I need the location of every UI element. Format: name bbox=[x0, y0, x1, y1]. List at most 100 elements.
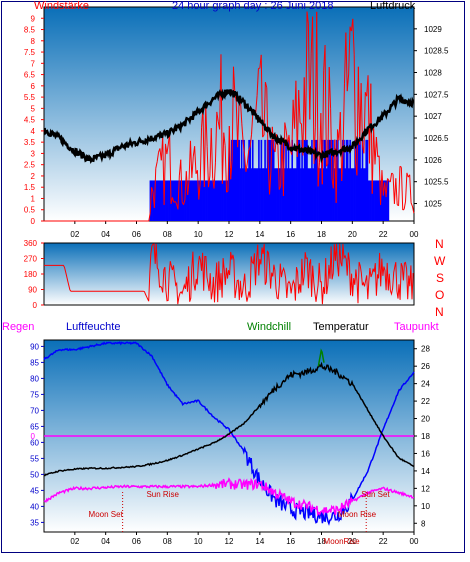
wind-line-segment bbox=[405, 172, 408, 202]
humidity-tick-label: 70 bbox=[30, 406, 39, 415]
wind-line-segment bbox=[345, 32, 348, 92]
wind-line-segment bbox=[213, 162, 216, 189]
x3-tick-label: 20 bbox=[348, 537, 357, 546]
luftfeuchte-label: Luftfeuchte bbox=[66, 321, 121, 333]
pressure-tick-label: 1028.5 bbox=[424, 47, 449, 56]
dir-label-o: O bbox=[435, 288, 445, 302]
direction-tick-label: 360 bbox=[24, 239, 38, 248]
wind-line-segment bbox=[171, 197, 175, 203]
wind-line-segment bbox=[389, 172, 393, 183]
wind-line-segment bbox=[381, 170, 384, 196]
wind-line-segment bbox=[242, 142, 246, 156]
dir-label-s: S bbox=[436, 271, 445, 285]
wind-line-segment bbox=[191, 156, 194, 178]
wind-line-segment bbox=[411, 206, 415, 214]
regen-label: Regen bbox=[2, 321, 35, 333]
wind-line-segment bbox=[399, 165, 402, 168]
wind-line-segment bbox=[207, 175, 211, 188]
direction-tick-label: 0 bbox=[33, 301, 38, 310]
wind-line-segment bbox=[183, 199, 186, 205]
wind-line-segment bbox=[398, 166, 401, 206]
temperatur-label: Temperatur bbox=[313, 321, 369, 333]
x3-tick-label: 14 bbox=[255, 537, 264, 546]
wind-line-segment bbox=[205, 104, 208, 147]
wind-line-segment bbox=[305, 11, 308, 141]
wind-tick-label: 4 bbox=[31, 127, 36, 136]
outer-frame bbox=[1, 1, 465, 553]
x3-tick-label: 00 bbox=[410, 537, 419, 546]
wind-line-segment bbox=[352, 18, 355, 55]
wind-line-segment bbox=[307, 23, 311, 120]
wind-line-segment bbox=[184, 171, 187, 200]
dir-label-w: W bbox=[434, 254, 446, 268]
moon-rise-axis-label: MoonRise bbox=[324, 537, 361, 546]
humidity-tick-label: 90 bbox=[30, 342, 39, 351]
wind-line-segment bbox=[282, 122, 286, 196]
x3-tick-label: 22 bbox=[379, 537, 388, 546]
luftdruck-label: Luftdruck bbox=[370, 0, 416, 12]
wind-line-segment bbox=[245, 162, 248, 172]
wind-line-segment bbox=[149, 187, 153, 213]
taupunkt-label: Taupunkt bbox=[394, 321, 439, 333]
wind-line-segment bbox=[370, 83, 373, 194]
humidity-line bbox=[43, 341, 415, 526]
temperature-line bbox=[43, 361, 415, 477]
humidity-tick-label: 35 bbox=[30, 518, 39, 527]
wind-line-segment bbox=[346, 74, 350, 92]
wind-line-segment bbox=[185, 171, 189, 195]
pressure-tick-label: 1025.5 bbox=[424, 178, 449, 187]
wind-line-segment bbox=[155, 161, 158, 169]
wind-line-segment bbox=[403, 201, 407, 210]
humidity-tick-label: 50 bbox=[30, 470, 39, 479]
wind-line-segment bbox=[177, 175, 180, 210]
dir-label-n-bottom: N bbox=[435, 305, 444, 319]
wind-line-segment bbox=[374, 137, 377, 165]
wind-line-segment bbox=[230, 160, 233, 180]
wind-line-segment bbox=[223, 132, 226, 146]
wind-line-segment bbox=[256, 68, 259, 96]
wind-line-segment bbox=[291, 99, 294, 155]
pressure-tick-label: 1026.5 bbox=[424, 134, 449, 143]
pressure-tick-label: 1025 bbox=[424, 200, 442, 209]
humidity-tick-label: 60 bbox=[30, 438, 39, 447]
x-tick-label: 22 bbox=[379, 230, 388, 239]
pressure-tick-label: 1026 bbox=[424, 156, 442, 165]
x-tick-label: 00 bbox=[410, 230, 419, 239]
wind-line-segment bbox=[348, 26, 351, 75]
wind-line-segment bbox=[148, 212, 151, 222]
wind-line-segment bbox=[244, 155, 247, 172]
wind-tick-label: 6.5 bbox=[24, 71, 36, 80]
temperature-tick-label: 22 bbox=[421, 397, 430, 406]
wind-line-segment bbox=[356, 66, 359, 176]
wind-line-segment bbox=[328, 67, 332, 109]
wind-line-segment bbox=[400, 167, 404, 211]
wind-line-segment bbox=[216, 111, 219, 122]
wind-line-segment bbox=[378, 155, 382, 205]
x3-tick-label: 16 bbox=[286, 537, 295, 546]
direction-tick-label: 90 bbox=[28, 286, 37, 295]
temperature-tick-label: 10 bbox=[421, 502, 430, 511]
temperature-tick-label: 14 bbox=[421, 467, 430, 476]
pressure-tick-label: 1027 bbox=[424, 112, 442, 121]
wind-line-segment bbox=[302, 77, 305, 156]
x-tick-label: 16 bbox=[286, 230, 295, 239]
wind-tick-label: 7 bbox=[31, 59, 36, 68]
wind-line-segment bbox=[226, 190, 229, 193]
x3-tick-label: 08 bbox=[163, 537, 172, 546]
x-tick-label: 10 bbox=[194, 230, 203, 239]
dir-label-n-top: N bbox=[435, 237, 444, 251]
wind-line-segment bbox=[228, 125, 232, 180]
wind-line-segment bbox=[180, 159, 183, 202]
wind-line-segment bbox=[325, 163, 329, 167]
x-tick-label: 12 bbox=[225, 230, 234, 239]
wind-line-segment bbox=[227, 125, 230, 192]
wind-line-segment bbox=[174, 201, 178, 205]
wind-line-segment bbox=[324, 44, 327, 167]
humidity-tick-label: 80 bbox=[30, 374, 39, 383]
wind-line-segment bbox=[327, 67, 330, 164]
wind-line-segment bbox=[316, 11, 319, 187]
wind-line-segment bbox=[395, 178, 398, 205]
wind-line-segment bbox=[341, 148, 344, 182]
temperature-tick-label: 24 bbox=[421, 380, 430, 389]
